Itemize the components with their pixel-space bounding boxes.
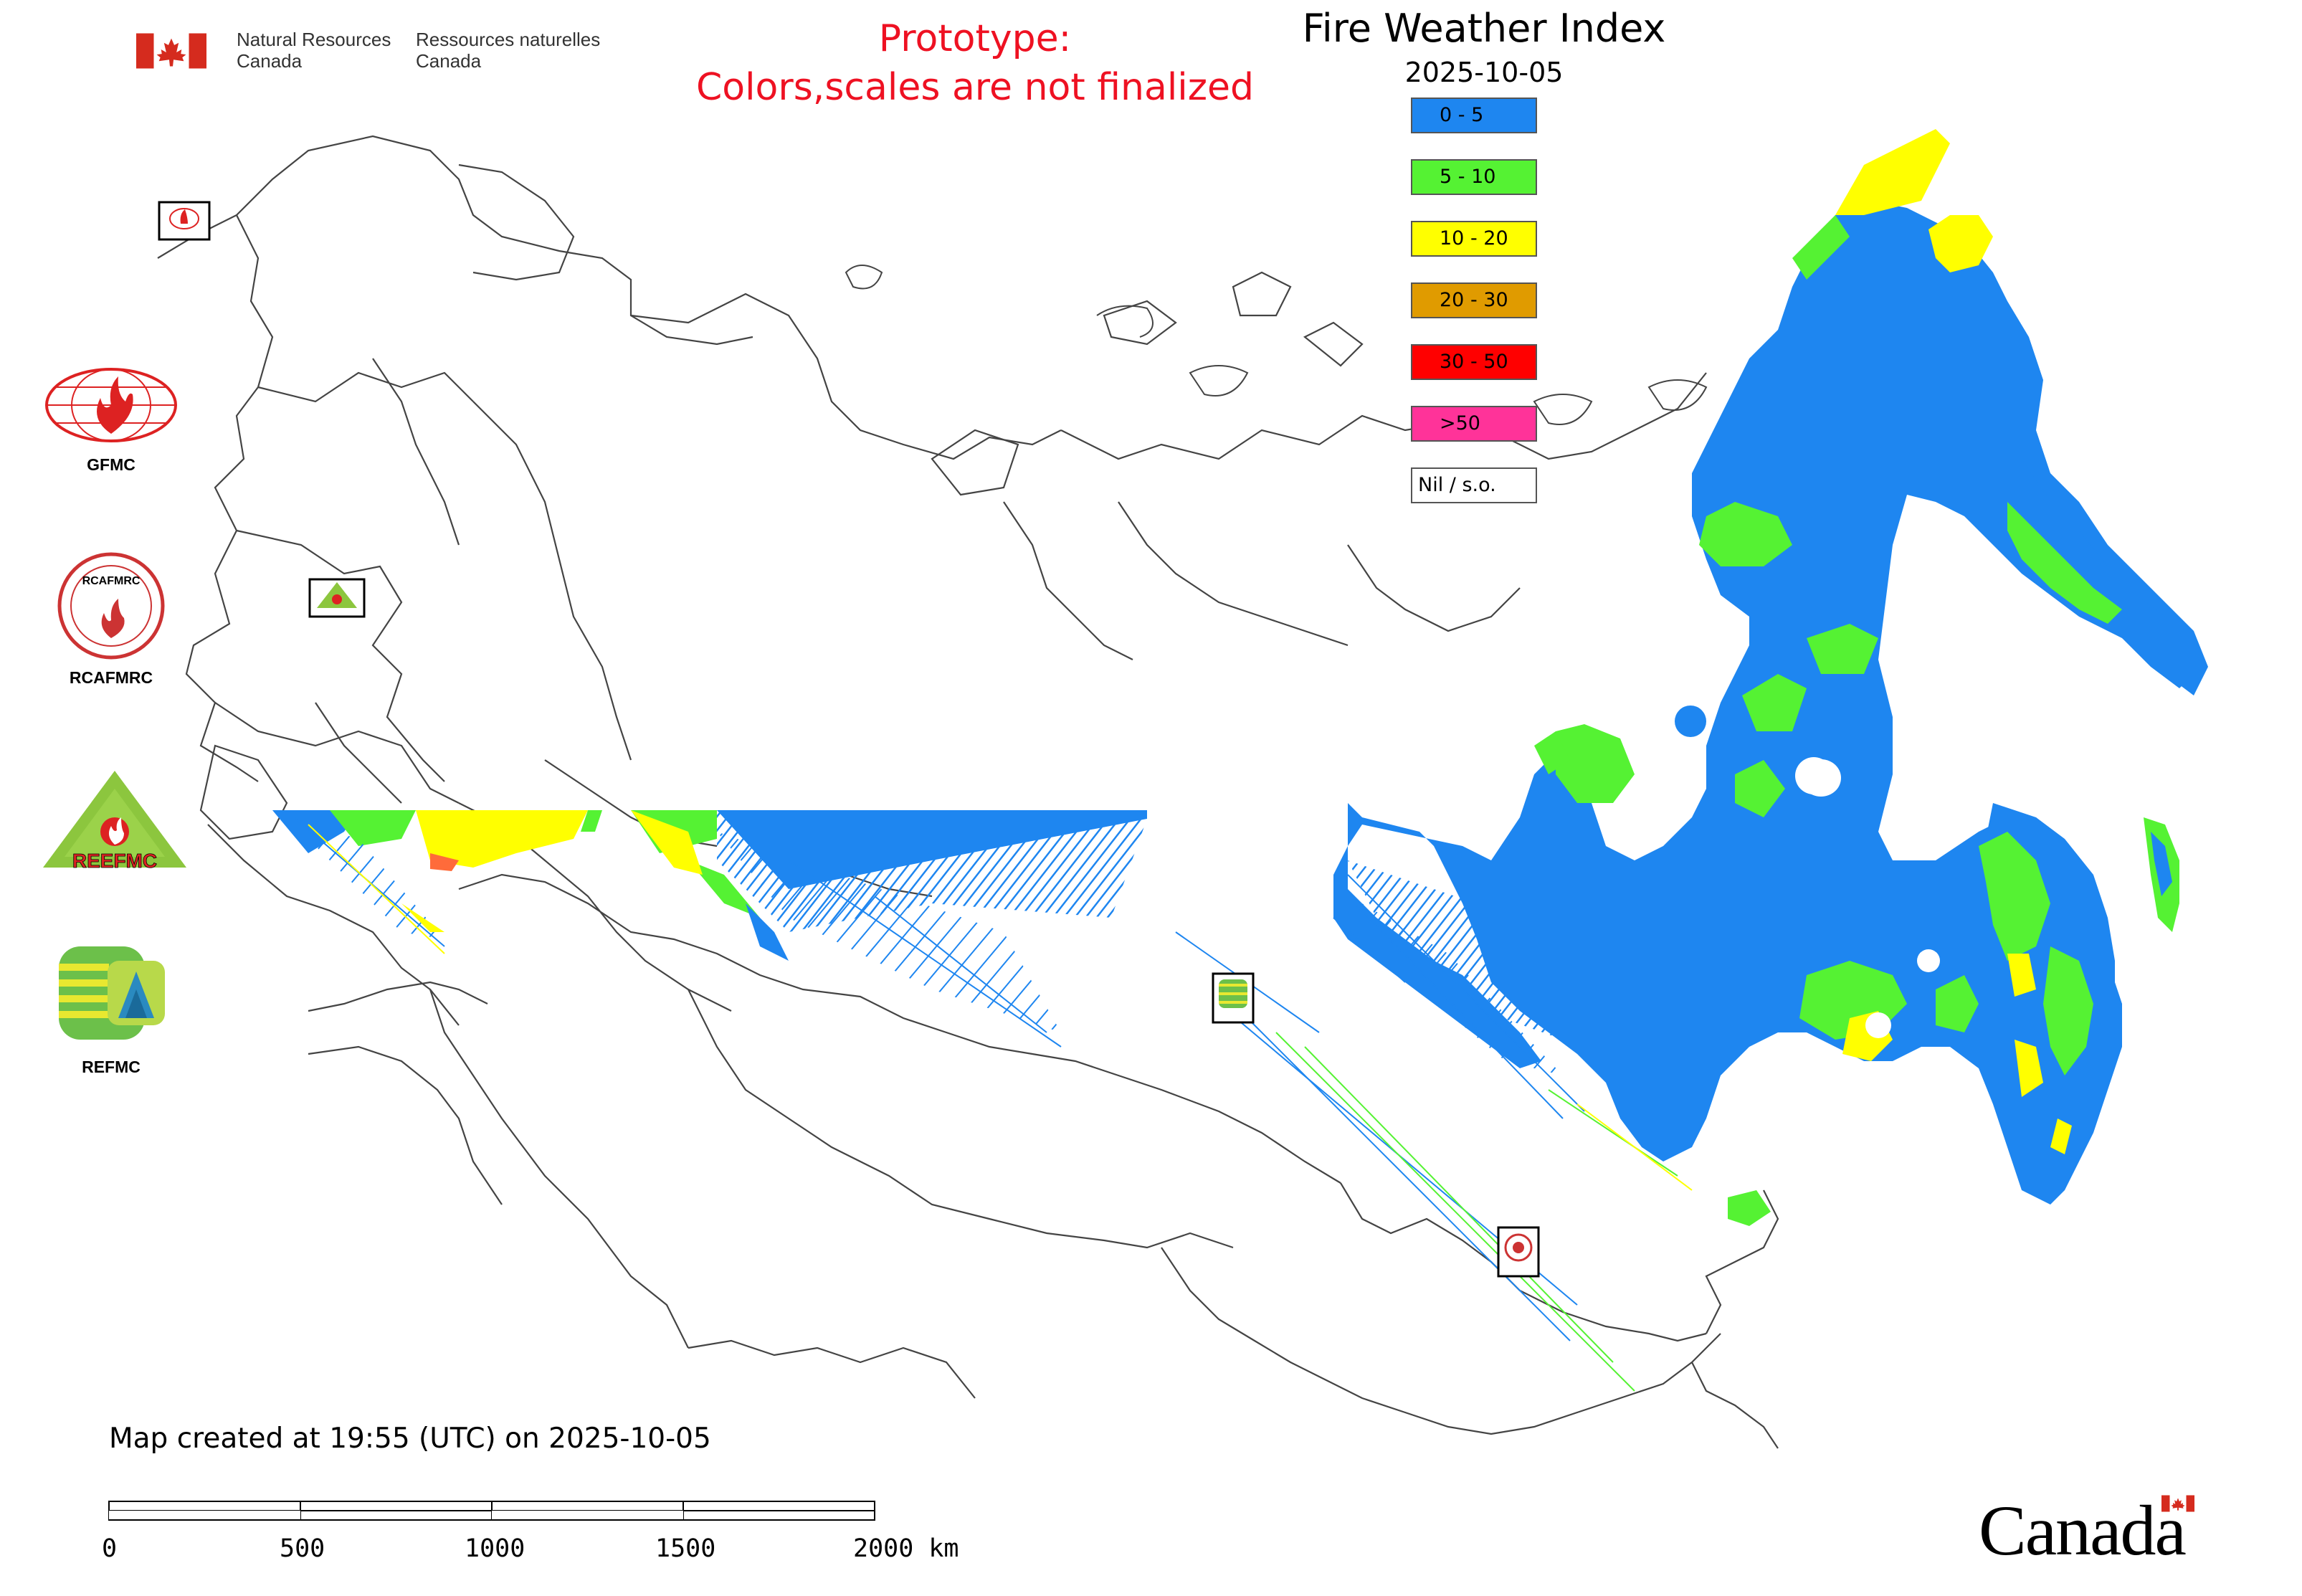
partner-label-rcafmrc: RCAFMRC — [69, 668, 153, 687]
arctic-islands — [845, 265, 1708, 425]
partner-reefmc[interactable]: REEFMC — [39, 767, 197, 882]
legend-item-30-50: 30 - 50 — [1411, 344, 1537, 380]
fwi-raster-east — [1333, 129, 2208, 1226]
partner-rcafmrc[interactable]: RCAFMRC RCAFMRC — [39, 552, 183, 695]
rcafmrc-logo-wordmark: RCAFMRC — [82, 575, 141, 587]
partner-label-refmc: REFMC — [82, 1058, 141, 1076]
canada-wordmark: Canada — [1979, 1491, 2187, 1570]
partner-label-gfmc: GFMC — [87, 455, 135, 474]
prototype-line-2: Colors,scales are not finalized — [695, 66, 1255, 109]
refmc-logo-icon — [59, 946, 165, 1040]
legend-item-10-20: 10 - 20 — [1411, 221, 1537, 257]
gov-name-french: Ressources naturelles Canada — [416, 29, 601, 72]
rcafmrc-logo-icon: RCAFMRC — [57, 552, 165, 660]
scale-bar-graphic — [108, 1501, 875, 1521]
legend-item-5-10: 5 - 10 — [1411, 159, 1537, 195]
scale-tick-2000: 2000 km — [853, 1534, 959, 1563]
government-signature: Natural Resources Canada Ressources natu… — [136, 29, 638, 79]
canada-flag-icon — [136, 33, 206, 69]
map-marker-gfmc[interactable] — [158, 201, 211, 241]
legend-item-nil: Nil / s.o. — [1411, 467, 1537, 503]
scale-tick-0: 0 — [102, 1534, 118, 1563]
scale-tick-500: 500 — [280, 1534, 325, 1563]
map-title: Fire Weather Index — [1302, 6, 1666, 51]
map-marker-refmc[interactable] — [1212, 972, 1255, 1024]
scale-tick-1500: 1500 — [655, 1534, 716, 1563]
prototype-line-1: Prototype: — [878, 17, 1072, 60]
map-date: 2025-10-05 — [1404, 57, 1564, 88]
boundary-lines — [157, 135, 1779, 1449]
legend-item-20-30: 20 - 30 — [1411, 282, 1537, 318]
partner-gfmc[interactable]: GFMC — [39, 362, 183, 477]
wordmark-flag-icon — [2161, 1495, 2194, 1512]
prototype-warning: Prototype: Colors,scales are not finaliz… — [631, 14, 1319, 112]
legend-item-0-5: 0 - 5 — [1411, 98, 1537, 133]
scale-bar: 0 500 1000 1500 2000 km — [102, 1500, 968, 1564]
scale-tick-1000: 1000 — [465, 1534, 525, 1563]
legend: 0 - 5 5 - 10 10 - 20 20 - 30 30 - 50 >50… — [1411, 98, 1554, 513]
map-marker-rcafmrc[interactable] — [1497, 1226, 1540, 1278]
map-created-note: Map created at 19:55 (UTC) on 2025-10-05 — [109, 1422, 711, 1455]
gfmc-logo-icon — [45, 368, 177, 442]
map-marker-reefmc[interactable] — [308, 578, 366, 618]
legend-item-over-50: >50 — [1411, 406, 1537, 442]
reefmc-logo-wordmark: REEFMC — [72, 850, 157, 872]
fwi-raster-streaks — [272, 810, 1693, 1392]
gov-name-english: Natural Resources Canada — [237, 29, 391, 72]
reefmc-logo-icon: REEFMC — [43, 771, 186, 872]
partner-refmc[interactable]: REFMC — [50, 939, 194, 1083]
